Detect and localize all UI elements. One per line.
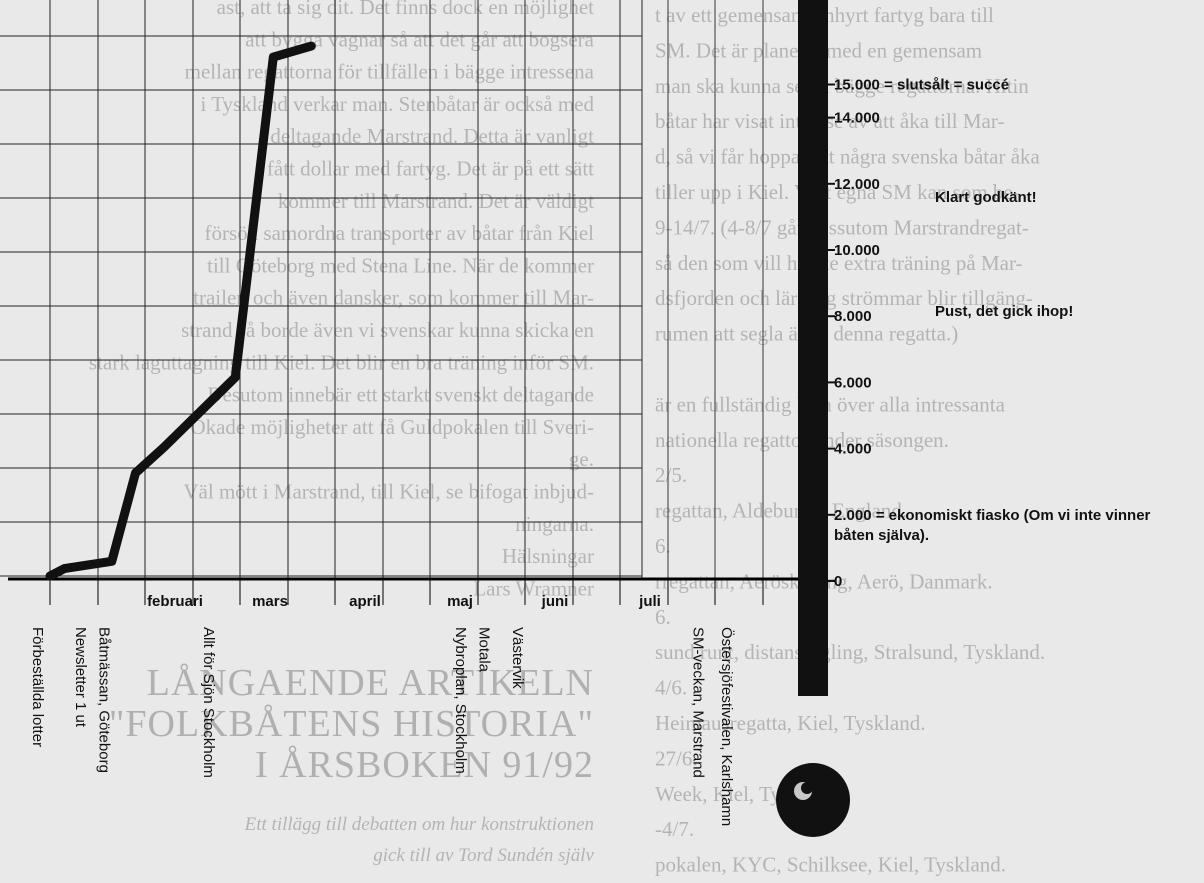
- thermometer-tick-label: 15.000 = slutsålt = succé: [834, 77, 1009, 94]
- thermometer-tick-label: 4.000: [834, 441, 872, 458]
- thermometer-bulb-highlight-core: [801, 782, 813, 794]
- background-text-line: är en fullständig lista över alla intres…: [655, 392, 1006, 416]
- event-labels: Förbeställda lotter Newsletter 1 ut Båtmäs…: [29, 627, 736, 826]
- thermometer-note: Klart godkänt!: [935, 189, 1037, 206]
- background-text-line: mellan regattorna för tillfällen i bägge…: [185, 60, 595, 84]
- background-text-line: så den som vill ha lite extra träning på…: [655, 251, 1023, 275]
- month-label: juli: [638, 593, 661, 610]
- thermometer-note: Pust, det gick ihop!: [935, 303, 1073, 320]
- thermometer-tick-label: 14.000: [834, 110, 880, 127]
- background-text-line: försök samordna transporter av båtar frå…: [204, 221, 594, 245]
- month-label: juni: [541, 593, 569, 610]
- progress-line-group: [45, 41, 316, 581]
- progress-line: [45, 41, 316, 581]
- thermometer: 0 2.000 = ekonomiskt fiasko (Om vi inte v…: [776, 0, 1151, 837]
- background-text-line: regattan, Aldeburgh, England.: [655, 499, 907, 523]
- background-text-line: -4/7.: [655, 817, 694, 841]
- thermometer-tube: [798, 0, 828, 696]
- thermometer-tick-label: 2.000 = ekonomiskt fiasko (Om vi inte vi…: [834, 507, 1151, 524]
- chart-grid: [0, 0, 764, 589]
- article-subtitle-line: gick till av Tord Sundén själv: [373, 845, 594, 866]
- background-text-line: dsfjorden och lära sig strömmar blir til…: [655, 286, 1033, 310]
- chart-axis: [8, 577, 810, 605]
- background-text-line: till Göteborg med Stena Line. När de kom…: [207, 253, 594, 277]
- background-text-line: 6.: [655, 605, 671, 629]
- month-label: maj: [447, 593, 473, 610]
- background-article: LÅNGAENDE ARTIKELN"FOLKBÅTENS HISTORIA"I…: [109, 662, 595, 866]
- article-subtitle-line: Ett tillägg till debatten om hur konstru…: [244, 814, 594, 835]
- thermometer-bulb: [776, 763, 850, 837]
- month-label: april: [349, 593, 381, 610]
- background-text-line: ningarna.: [515, 512, 594, 536]
- event-label: Förbeställda lotter: [29, 627, 46, 747]
- background-text-line: pokalen, KYC, Schilksee, Kiel, Tyskland.: [655, 853, 1006, 877]
- event-label: Nybroplan, Stockholm: [452, 627, 469, 774]
- event-label: Båtmässan, Göteborg: [96, 627, 113, 773]
- article-title-line: LÅNGAENDE ARTIKELN: [147, 662, 594, 704]
- month-labels: februari mars april maj juni juli: [147, 593, 661, 610]
- background-text-line: Hälsningar: [502, 544, 594, 568]
- background-text-line: d, så vi får hoppas att några svenska bå…: [655, 145, 1041, 169]
- thermometer-tick-label: 10.000: [834, 242, 880, 259]
- background-text-line: Heimausregatta, Kiel, Tyskland.: [655, 711, 926, 735]
- background-text-line: man ska kunna segla bägge regattorna. Hi…: [655, 74, 1029, 98]
- event-label: SM-veckan, Marstrand: [689, 627, 706, 778]
- thermometer-tick-label: 0: [834, 573, 842, 590]
- thermometer-tick-label-cont: båten själva).: [834, 527, 929, 544]
- background-text-line: 9-14/7. (4-8/7 går dessutom Marstrandreg…: [655, 215, 1029, 239]
- background-text-line: sund runt, distanssegling, Stralsund, Ty…: [655, 640, 1045, 664]
- month-label: mars: [252, 593, 288, 610]
- background-text-line: 27/6.: [655, 746, 698, 770]
- background-text-line: 4/6.: [655, 676, 687, 700]
- background-text-line: 6.: [655, 534, 671, 558]
- event-label: Västervik: [509, 627, 526, 689]
- background-text-line: ast, att ta sig dit. Det finns dock en m…: [217, 0, 595, 19]
- background-text-line: Väl mött i Marstrand, till Kiel, se bifo…: [183, 480, 594, 504]
- background-text-line: stark laguttagning till Kiel. Det blir e…: [89, 350, 594, 374]
- thermometer-tick-label: 12.000: [834, 176, 880, 193]
- event-label: Allt för Sjön Stockholm: [200, 627, 217, 778]
- month-label: februari: [147, 593, 203, 610]
- background-text-line: båtar har visat intresse av att åka till…: [655, 109, 1004, 133]
- background-text-line: 2/5.: [655, 463, 687, 487]
- background-text-line: kommer till Marstrand. Det är väldigt: [278, 189, 594, 213]
- background-text-line: Ökade möjligheter att få Guldpokalen til…: [190, 415, 594, 439]
- background-text-line: fått dollar med fartyg. Det är på ett sä…: [267, 157, 594, 181]
- event-label: Newsletter 1 ut: [72, 627, 89, 728]
- event-label: Motala: [476, 627, 493, 673]
- article-title-line: I ÅRSBOKEN 91/92: [255, 744, 594, 786]
- article-title-line: "FOLKBÅTENS HISTORIA": [109, 703, 594, 745]
- background-text-line: Desutom innebär ett starkt svenskt delta…: [207, 383, 594, 407]
- thermometer-tick-label: 6.000: [834, 374, 872, 391]
- thermometer-tick-label: 8.000: [834, 308, 872, 325]
- background-text-line: strand så borde även vi svenskar kunna s…: [181, 318, 594, 342]
- event-label: Östersjöfestivalen, Karlshamn: [718, 627, 736, 826]
- background-text-line: tiller upp i Kiel. Vårt egna SM kan som …: [655, 180, 1020, 204]
